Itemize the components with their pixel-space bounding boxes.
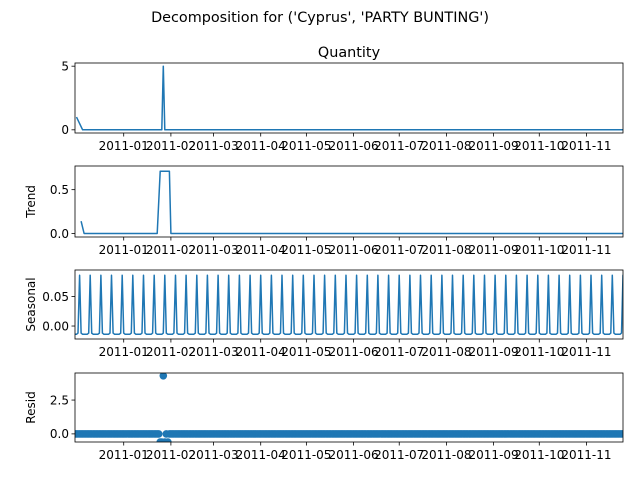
seasonal-xtick-label: 2011-05 <box>281 345 331 359</box>
panel-observed: 052011-012011-022011-032011-042011-05201… <box>61 45 624 153</box>
seasonal-axes-frame <box>74 269 624 340</box>
observed-line <box>75 65 623 131</box>
observed-xtick-label: 2011-02 <box>146 139 196 153</box>
resid-xtick-label: 2011-07 <box>374 448 424 462</box>
figure-suptitle: Decomposition for ('Cyprus', 'PARTY BUNT… <box>151 10 489 26</box>
resid-ytick-label: 2.5 <box>50 393 69 407</box>
seasonal-xtick-label: 2011-06 <box>328 345 378 359</box>
trend-xtick-label: 2011-08 <box>421 243 471 257</box>
trend-xtick-label: 2011-07 <box>374 243 424 257</box>
resid-xtick-label: 2011-02 <box>146 448 196 462</box>
observed-title: Quantity <box>318 45 381 61</box>
observed-xtick-label: 2011-09 <box>469 139 519 153</box>
trend-xtick-label: 2011-06 <box>328 243 378 257</box>
trend-xtick-label: 2011-05 <box>281 243 331 257</box>
trend-ytick-label: 0.0 <box>50 227 69 241</box>
resid-point <box>164 438 172 442</box>
seasonal-xtick-label: 2011-08 <box>421 345 471 359</box>
observed-xtick-label: 2011-06 <box>328 139 378 153</box>
observed-xtick-label: 2011-03 <box>188 139 238 153</box>
observed-xtick-label: 2011-05 <box>281 139 331 153</box>
trend-ylabel: Trend <box>24 185 38 219</box>
resid-xtick-label: 2011-01 <box>99 448 149 462</box>
observed-xtick-label: 2011-11 <box>561 139 611 153</box>
observed-plot-area <box>75 65 623 131</box>
observed-axes-frame <box>74 62 624 134</box>
observed-xtick-label: 2011-04 <box>236 139 286 153</box>
seasonal-xtick-label: 2011-01 <box>99 345 149 359</box>
seasonal-xtick-label: 2011-02 <box>146 345 196 359</box>
resid-axes-frame <box>74 372 624 443</box>
observed-xtick-label: 2011-08 <box>421 139 471 153</box>
observed-ytick-label: 5 <box>61 59 69 73</box>
seasonal-xtick-label: 2011-11 <box>561 345 611 359</box>
resid-xtick-label: 2011-08 <box>421 448 471 462</box>
trend-xtick-label: 2011-09 <box>469 243 519 257</box>
seasonal-xtick-label: 2011-04 <box>236 345 286 359</box>
resid-point <box>619 430 623 438</box>
resid-point <box>159 373 168 380</box>
panels: 052011-012011-022011-032011-042011-05201… <box>24 45 624 462</box>
trend-line <box>80 170 623 235</box>
resid-ylabel: Resid <box>24 391 38 423</box>
panel-trend: 0.00.52011-012011-022011-032011-042011-0… <box>24 165 624 257</box>
resid-plot-area <box>75 373 623 442</box>
resid-xtick-label: 2011-10 <box>514 448 564 462</box>
observed-ytick-label: 0 <box>61 123 69 137</box>
resid-point <box>154 430 163 438</box>
trend-xtick-label: 2011-01 <box>99 243 149 257</box>
resid-xtick-label: 2011-11 <box>561 448 611 462</box>
trend-ytick-label: 0.5 <box>50 183 69 197</box>
seasonal-xtick-label: 2011-09 <box>469 345 519 359</box>
trend-xtick-label: 2011-10 <box>514 243 564 257</box>
seasonal-ytick-label: 0.05 <box>42 290 69 304</box>
observed-xtick-label: 2011-10 <box>514 139 564 153</box>
seasonal-xtick-label: 2011-10 <box>514 345 564 359</box>
panel-resid: 0.02.52011-012011-022011-032011-042011-0… <box>24 372 624 462</box>
seasonal-plot-area <box>75 274 623 336</box>
panel-seasonal: 0.000.052011-012011-022011-032011-042011… <box>24 269 624 359</box>
trend-xtick-label: 2011-02 <box>146 243 196 257</box>
seasonal-xtick-label: 2011-03 <box>188 345 238 359</box>
resid-xtick-label: 2011-04 <box>236 448 286 462</box>
observed-xtick-label: 2011-01 <box>99 139 149 153</box>
seasonal-xtick-label: 2011-07 <box>374 345 424 359</box>
resid-ytick-label: 0.0 <box>50 427 69 441</box>
trend-plot-area <box>80 170 623 235</box>
trend-xtick-label: 2011-03 <box>188 243 238 257</box>
observed-xtick-label: 2011-07 <box>374 139 424 153</box>
seasonal-ytick-label: 0.00 <box>42 319 69 333</box>
seasonal-ylabel: Seasonal <box>24 277 38 331</box>
resid-xtick-label: 2011-09 <box>469 448 519 462</box>
trend-axes-frame <box>74 165 624 238</box>
resid-xtick-label: 2011-06 <box>328 448 378 462</box>
trend-xtick-label: 2011-11 <box>561 243 611 257</box>
resid-xtick-label: 2011-05 <box>281 448 331 462</box>
seasonal-line <box>75 274 623 336</box>
resid-xtick-label: 2011-03 <box>188 448 238 462</box>
trend-xtick-label: 2011-04 <box>236 243 286 257</box>
